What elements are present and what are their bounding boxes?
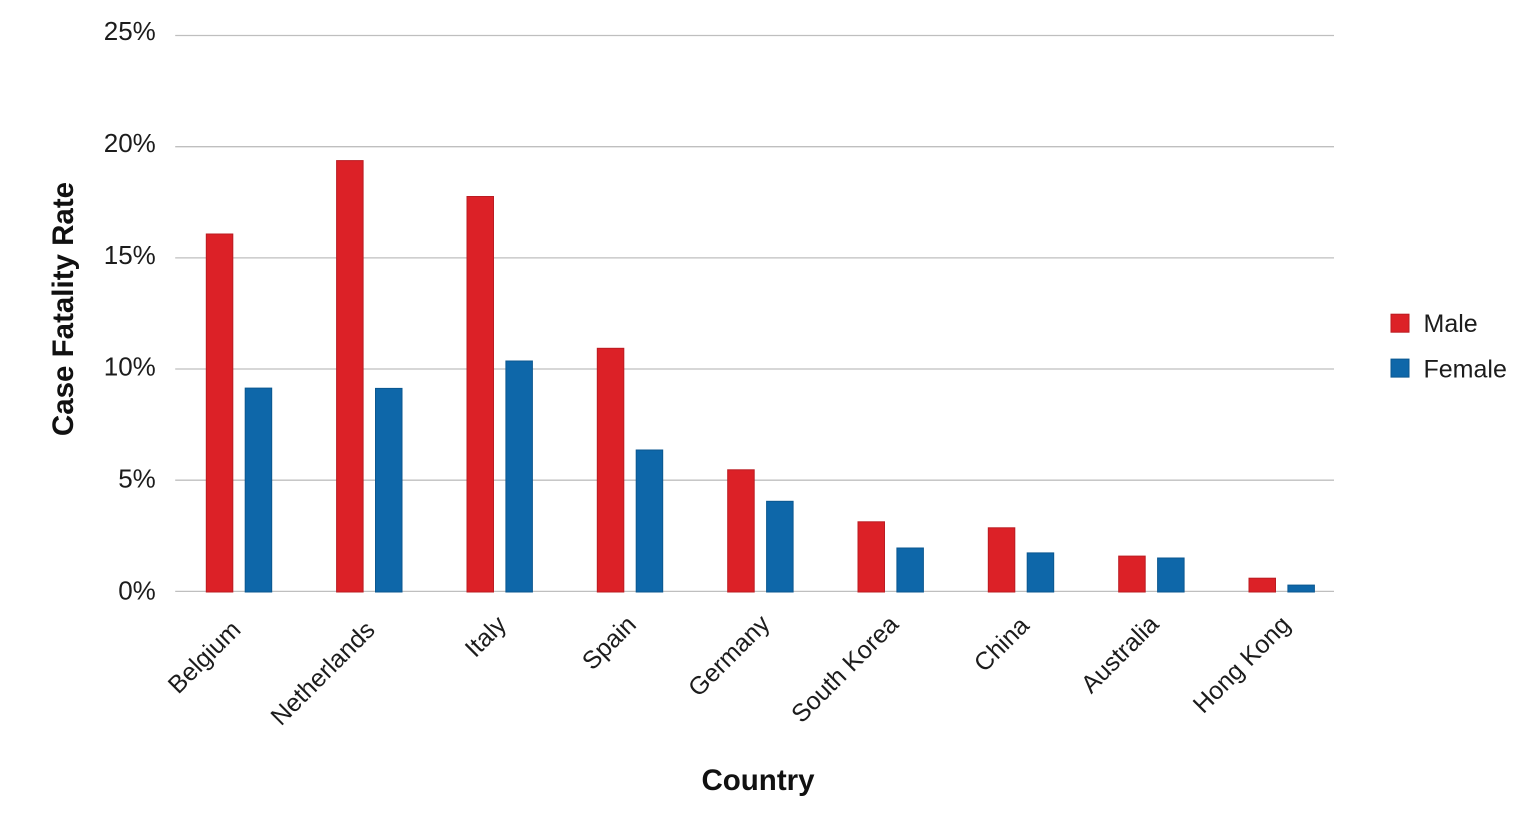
svg-text:Male: Male (1424, 310, 1478, 338)
svg-text:25%: 25% (104, 16, 156, 46)
svg-text:10%: 10% (104, 352, 156, 382)
svg-text:Case Fatality Rate: Case Fatality Rate (47, 182, 80, 436)
svg-text:20%: 20% (104, 128, 156, 158)
svg-text:5%: 5% (118, 464, 156, 494)
svg-text:0%: 0% (118, 575, 156, 605)
svg-text:Country: Country (701, 764, 815, 797)
svg-text:15%: 15% (104, 240, 156, 270)
svg-text:Female: Female (1424, 356, 1507, 384)
